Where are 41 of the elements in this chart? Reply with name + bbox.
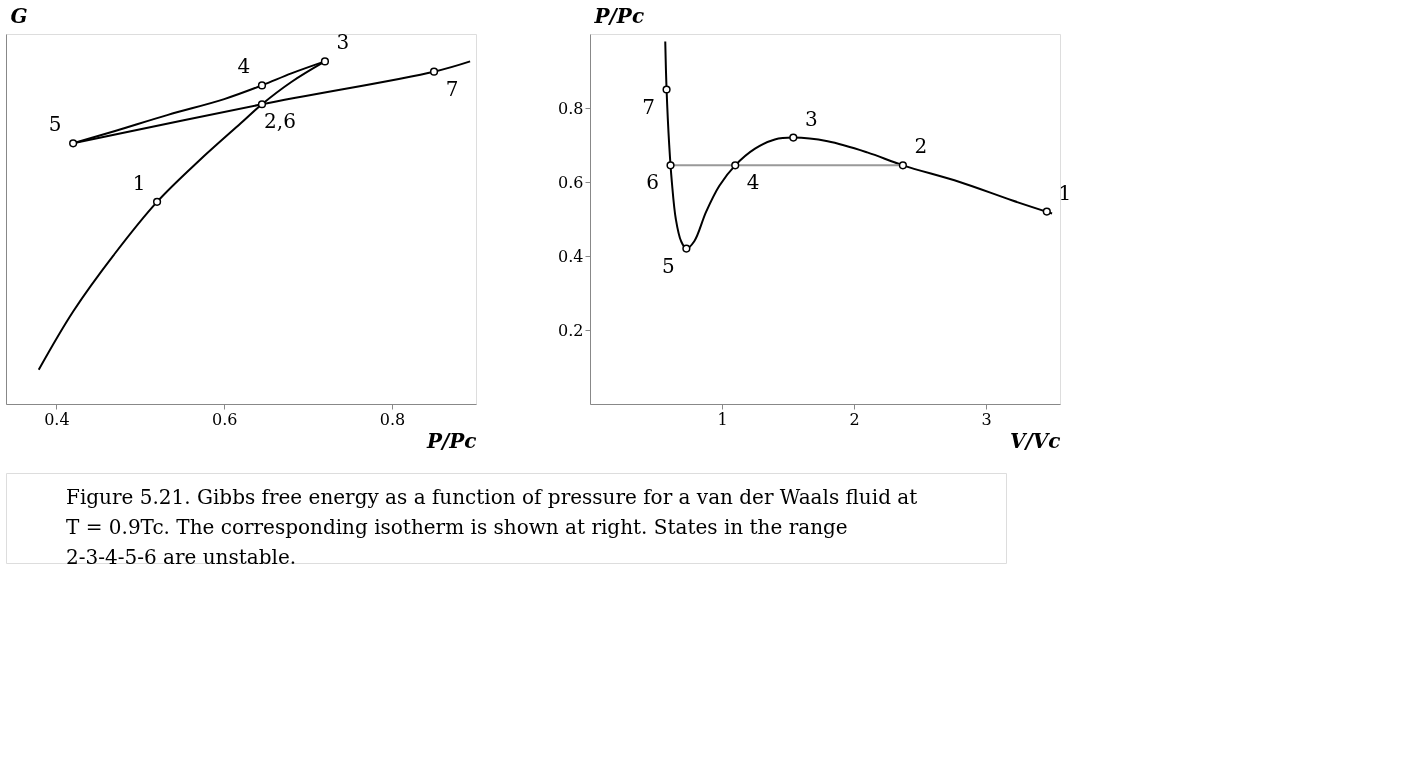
x-tick-label: 3 — [981, 409, 992, 429]
x-tick-label: 0.8 — [379, 409, 406, 429]
x-tick-label: 0.4 — [44, 409, 70, 429]
annotation: 1 — [132, 170, 146, 195]
y-tick-label: 0.6 — [558, 172, 584, 192]
y-tick-label: 0.8 — [558, 98, 584, 118]
annotation: 5 — [48, 112, 62, 137]
point — [789, 133, 798, 142]
annotation: 5 — [662, 253, 675, 278]
annotation: 2 — [914, 134, 928, 159]
y-tick-label: 0.2 — [558, 320, 584, 340]
annotation: 6 — [646, 170, 659, 195]
x-tick-label: 1 — [717, 409, 728, 429]
annotation: 1 — [1058, 180, 1072, 205]
y-axis-title: G — [10, 3, 28, 28]
point — [257, 100, 267, 109]
point — [662, 85, 671, 94]
annotation: 4 — [237, 54, 251, 79]
annotation: 7 — [445, 76, 459, 101]
point — [682, 244, 691, 253]
annotation: 4 — [746, 170, 760, 195]
annotation: 7 — [642, 94, 655, 119]
point — [320, 57, 330, 66]
point — [152, 197, 162, 206]
point — [898, 161, 907, 170]
y-tick-label: 0.4 — [558, 246, 584, 266]
annotation: 3 — [804, 106, 818, 131]
annotation: 3 — [336, 30, 350, 55]
point — [731, 161, 740, 170]
x-axis-title: V/Vc — [1009, 428, 1061, 453]
point — [69, 139, 78, 148]
point — [1042, 207, 1051, 216]
x-tick-label: 0.6 — [211, 409, 238, 429]
point — [666, 161, 675, 170]
x-tick-label: 2 — [849, 409, 860, 429]
annotation: 2,6 — [264, 109, 296, 134]
point — [429, 67, 439, 76]
x-axis-title: P/Pc — [425, 428, 477, 453]
caption: Figure 5.21. Gibbs free energy as a function of pressure for a van der Waals fluid at T = 0.9Tc. The corresponding isotherm is shown at right. States in the range 2-3-4-5-6 are unstable. — [66, 485, 918, 569]
point — [257, 81, 267, 90]
y-axis-title: P/Pc — [593, 3, 645, 28]
